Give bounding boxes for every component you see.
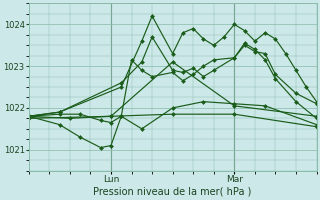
- X-axis label: Pression niveau de la mer( hPa ): Pression niveau de la mer( hPa ): [93, 187, 252, 197]
